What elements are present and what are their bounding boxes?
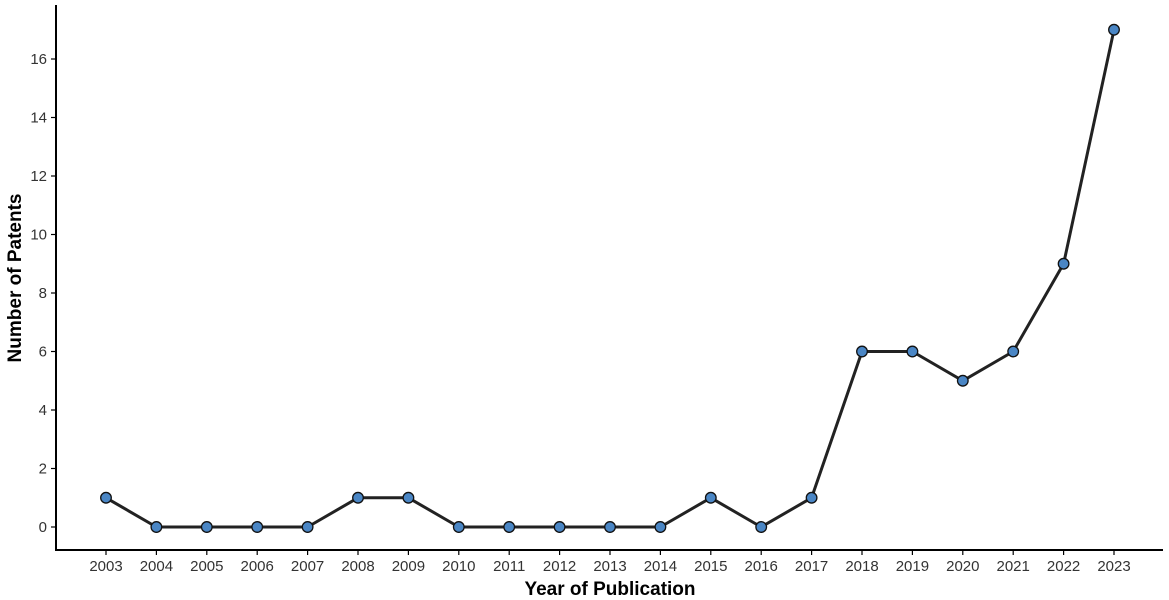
x-tick-label: 2016 xyxy=(745,558,778,575)
x-tick-label: 2014 xyxy=(644,558,677,575)
x-tick-label: 2010 xyxy=(442,558,475,575)
x-tick-label: 2017 xyxy=(795,558,828,575)
data-point xyxy=(251,521,264,533)
x-tick-label: 2006 xyxy=(241,558,274,575)
data-point xyxy=(352,491,364,504)
y-tick-label: 6 xyxy=(39,344,47,361)
data-point xyxy=(1057,257,1070,270)
x-tick-label: 2012 xyxy=(543,558,576,575)
data-point xyxy=(402,491,415,504)
x-tick-label: 2008 xyxy=(341,558,374,575)
x-tick-label: 2009 xyxy=(392,558,425,575)
data-point xyxy=(906,345,919,358)
x-tick-label: 2022 xyxy=(1047,558,1080,575)
x-tick-label: 2005 xyxy=(190,558,223,575)
x-tick-label: 2015 xyxy=(694,558,727,575)
y-tick-label: 2 xyxy=(39,461,47,478)
axes: 0 2 4 6 8 10 12 14 16 2003 2004 2005 2006 2007 2008 200… xyxy=(30,5,1163,575)
data-point xyxy=(805,491,818,504)
x-tick-label: 2004 xyxy=(140,558,173,575)
data-point xyxy=(503,521,516,533)
x-tick-label: 2003 xyxy=(89,558,122,575)
y-axis-title: Number of Patents xyxy=(5,194,26,363)
data-point xyxy=(654,521,667,533)
y-tick-label: 8 xyxy=(39,285,47,302)
data-point xyxy=(704,491,717,504)
data-point xyxy=(100,491,112,504)
data-point xyxy=(553,521,566,533)
series-line xyxy=(105,29,1116,529)
data-point xyxy=(1108,23,1120,36)
data-point xyxy=(856,345,868,358)
data-point xyxy=(200,521,213,533)
y-tick-label: 16 xyxy=(30,51,47,68)
y-tick-label: 12 xyxy=(30,168,47,185)
data-point xyxy=(956,374,969,387)
x-tick-label: 2020 xyxy=(946,558,979,575)
y-tick-label: 4 xyxy=(39,402,47,419)
data-point xyxy=(1007,345,1020,358)
x-tick-label: 2011 xyxy=(493,558,525,575)
data-point xyxy=(452,521,465,533)
data-point xyxy=(150,521,163,533)
data-point xyxy=(755,521,768,533)
series-line-layer xyxy=(105,29,1116,529)
x-tick-label: 2018 xyxy=(845,558,878,575)
data-point xyxy=(301,521,314,533)
y-tick-label: 14 xyxy=(30,110,47,127)
x-tick-label: 2021 xyxy=(997,558,1030,575)
x-tick-label: 2007 xyxy=(291,558,324,575)
x-axis-title: Year of Publication xyxy=(524,579,695,600)
data-point xyxy=(604,521,616,533)
y-tick-label: 0 xyxy=(39,519,47,536)
x-tick-label: 2013 xyxy=(593,558,626,575)
data-points xyxy=(100,23,1120,533)
x-tick-label: 2019 xyxy=(896,558,929,575)
x-tick-label: 2023 xyxy=(1097,558,1130,575)
y-tick-label: 10 xyxy=(30,227,47,244)
